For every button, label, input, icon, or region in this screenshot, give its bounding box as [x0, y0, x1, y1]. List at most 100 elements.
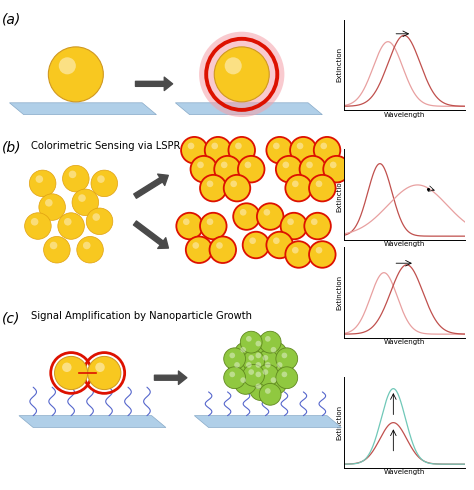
Circle shape	[243, 365, 264, 386]
Circle shape	[91, 170, 118, 196]
Circle shape	[64, 218, 72, 225]
Circle shape	[181, 137, 208, 164]
Circle shape	[273, 238, 280, 244]
Circle shape	[200, 175, 227, 201]
Circle shape	[186, 237, 212, 263]
Circle shape	[300, 156, 326, 182]
Circle shape	[55, 356, 88, 390]
Circle shape	[304, 213, 331, 239]
Circle shape	[62, 363, 72, 372]
Circle shape	[214, 156, 241, 182]
Circle shape	[240, 347, 246, 353]
Circle shape	[292, 247, 299, 253]
Circle shape	[229, 371, 235, 377]
Circle shape	[192, 242, 199, 249]
Circle shape	[224, 367, 246, 389]
Circle shape	[285, 175, 312, 201]
Circle shape	[273, 143, 280, 149]
Text: (c): (c)	[2, 311, 21, 325]
Circle shape	[188, 143, 194, 149]
Circle shape	[176, 213, 203, 239]
Circle shape	[250, 348, 272, 369]
Circle shape	[200, 213, 227, 239]
Circle shape	[276, 348, 298, 369]
Circle shape	[238, 156, 264, 182]
Circle shape	[255, 383, 261, 389]
Circle shape	[249, 238, 256, 244]
Polygon shape	[19, 416, 166, 427]
Circle shape	[265, 336, 271, 342]
Circle shape	[271, 357, 293, 379]
Circle shape	[29, 170, 56, 196]
Circle shape	[243, 350, 264, 372]
Circle shape	[282, 371, 287, 377]
Circle shape	[228, 137, 255, 164]
Circle shape	[92, 213, 100, 221]
Circle shape	[25, 213, 51, 239]
Circle shape	[257, 365, 279, 386]
Circle shape	[259, 357, 281, 379]
X-axis label: Wavelength: Wavelength	[383, 340, 425, 345]
Circle shape	[225, 57, 242, 74]
Circle shape	[248, 355, 254, 361]
Circle shape	[259, 331, 281, 353]
Circle shape	[233, 203, 260, 230]
Circle shape	[44, 237, 70, 263]
Circle shape	[234, 362, 240, 368]
Circle shape	[250, 379, 272, 400]
Circle shape	[250, 367, 272, 389]
Circle shape	[255, 362, 261, 368]
Circle shape	[266, 137, 293, 164]
Circle shape	[320, 143, 327, 149]
Circle shape	[197, 162, 204, 168]
Circle shape	[199, 32, 284, 117]
Y-axis label: Extinction: Extinction	[336, 275, 342, 310]
Circle shape	[264, 209, 270, 216]
Y-axis label: Extinction: Extinction	[336, 177, 342, 212]
Circle shape	[276, 156, 302, 182]
Circle shape	[63, 165, 89, 192]
Circle shape	[292, 180, 299, 187]
Circle shape	[263, 369, 268, 375]
Circle shape	[240, 377, 246, 383]
Polygon shape	[194, 416, 341, 427]
Circle shape	[257, 203, 283, 230]
Circle shape	[83, 242, 91, 249]
Circle shape	[50, 242, 57, 249]
Circle shape	[243, 232, 269, 258]
Text: Signal Amplification by Nanoparticle Growth: Signal Amplification by Nanoparticle Gro…	[31, 311, 252, 321]
Circle shape	[281, 213, 307, 239]
Circle shape	[246, 362, 252, 368]
Circle shape	[306, 162, 313, 168]
Circle shape	[287, 219, 294, 225]
Circle shape	[271, 347, 276, 353]
Circle shape	[235, 143, 242, 149]
Circle shape	[309, 241, 336, 268]
Circle shape	[255, 353, 261, 358]
Polygon shape	[9, 103, 156, 115]
Circle shape	[277, 362, 283, 368]
Circle shape	[271, 377, 276, 383]
Circle shape	[205, 137, 231, 164]
Circle shape	[316, 180, 322, 187]
Circle shape	[45, 199, 53, 207]
Circle shape	[257, 350, 279, 372]
Circle shape	[207, 180, 213, 187]
Circle shape	[31, 218, 38, 225]
Circle shape	[248, 369, 254, 375]
Circle shape	[228, 357, 250, 379]
Y-axis label: Extinction: Extinction	[336, 405, 342, 440]
Circle shape	[265, 388, 271, 394]
Circle shape	[314, 137, 340, 164]
Circle shape	[211, 143, 218, 149]
Text: (b): (b)	[2, 141, 22, 155]
Circle shape	[97, 175, 105, 183]
Circle shape	[283, 162, 289, 168]
Circle shape	[88, 356, 121, 390]
Circle shape	[311, 219, 318, 225]
Circle shape	[36, 175, 43, 183]
Circle shape	[183, 219, 190, 225]
Circle shape	[265, 362, 271, 368]
Circle shape	[265, 342, 287, 364]
Circle shape	[207, 219, 213, 225]
